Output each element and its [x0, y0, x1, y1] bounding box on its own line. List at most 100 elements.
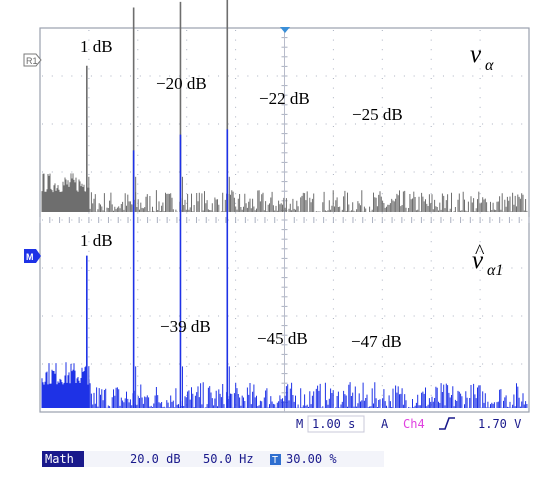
grid-dot — [42, 123, 43, 125]
grid-dot — [137, 385, 139, 387]
grid-dot — [137, 241, 139, 243]
grid-dot — [139, 267, 141, 269]
grid-dot — [186, 183, 188, 185]
grid-dot — [88, 126, 90, 127]
grid-dot — [71, 219, 73, 221]
grid-dot — [186, 394, 188, 396]
grid-dot — [139, 171, 141, 173]
grid-dot — [235, 260, 237, 262]
grid-dot — [315, 171, 317, 173]
grid-dot — [237, 75, 239, 77]
grid-dot — [479, 356, 481, 358]
grid-dot — [208, 267, 210, 269]
grid-dot — [137, 87, 139, 89]
grid-dot — [479, 231, 481, 233]
grid-dot — [235, 337, 237, 339]
grid-dot — [296, 315, 298, 317]
grid-dot — [71, 267, 73, 269]
grid-dot — [430, 337, 432, 339]
grid-dot — [88, 106, 90, 108]
grid-dot — [325, 267, 327, 269]
grid-dot — [306, 219, 308, 221]
grid-dot — [235, 106, 237, 108]
grid-dot — [137, 49, 139, 51]
math-badge[interactable] — [42, 451, 84, 467]
grid-dot — [88, 154, 90, 156]
grid-dot — [137, 231, 139, 233]
trigger-channel[interactable]: Ch4 — [403, 417, 425, 431]
grid-dot — [235, 135, 237, 137]
grid-dot — [394, 123, 396, 125]
grid-dot — [491, 315, 493, 317]
grid-dot — [413, 171, 415, 173]
math-marker[interactable]: M — [24, 249, 41, 263]
grid-dot — [403, 363, 405, 365]
grid-dot — [149, 267, 151, 269]
grid-dot — [430, 279, 432, 281]
math-horizontal-scale: 50.0 Hz — [203, 452, 254, 466]
grid-dot — [332, 279, 334, 281]
grid-dot — [472, 123, 474, 125]
grid-dot — [88, 308, 90, 310]
grid-dot — [257, 267, 259, 269]
grid-dot — [186, 260, 188, 262]
reference-r1-marker[interactable]: R1 — [23, 53, 42, 67]
grid-dot — [332, 78, 334, 79]
timebase-box[interactable] — [307, 415, 365, 433]
grid-dot — [394, 267, 396, 269]
grid-dot — [235, 231, 237, 233]
grid-dot — [137, 356, 139, 358]
grid-dot — [88, 145, 90, 147]
grid-dot — [235, 327, 237, 329]
grid-dot — [479, 174, 481, 175]
grid-dot — [296, 123, 298, 125]
grid-dot — [186, 241, 188, 243]
grid-dot — [479, 145, 481, 147]
grid-dot — [430, 356, 432, 358]
top-title-sub: α — [485, 57, 494, 74]
grid-dot — [137, 193, 139, 195]
grid-dot — [381, 39, 383, 41]
grid-dot — [81, 363, 83, 365]
grid-dot — [325, 219, 327, 221]
grid-dot — [235, 183, 237, 185]
grid-dot — [178, 219, 180, 221]
grid-dot — [178, 267, 180, 269]
grid-dot — [430, 318, 432, 319]
grid-dot — [71, 171, 73, 173]
grid-dot — [100, 267, 102, 269]
grid-dot — [88, 39, 90, 41]
grid-dot — [381, 97, 383, 99]
grid-dot — [137, 39, 139, 41]
grid-dot — [137, 154, 139, 156]
grid-dot — [381, 154, 383, 156]
grid-dot — [521, 171, 523, 173]
grid-dot — [479, 337, 481, 339]
grid-dot — [472, 75, 474, 77]
grid-dot — [235, 308, 237, 310]
grid-dot — [186, 58, 188, 60]
grid-dot — [186, 78, 188, 79]
grid-dot — [423, 219, 425, 221]
bottom-trace-title: ^ v α1 — [472, 241, 503, 279]
grid-dot — [430, 260, 432, 262]
grid-dot — [332, 327, 334, 329]
grid-dot — [511, 363, 513, 365]
grid-dot — [88, 116, 90, 118]
grid-dot — [88, 78, 90, 79]
grid-dot — [381, 30, 383, 31]
grid-dot — [442, 123, 444, 125]
grid-dot — [332, 260, 334, 262]
grid-dot — [266, 171, 268, 173]
grid-dot — [208, 123, 210, 125]
grid-dot — [381, 164, 383, 166]
grid-dot — [198, 75, 200, 77]
grid-dot — [423, 123, 425, 125]
grid-dot — [482, 75, 484, 77]
grid-dot — [472, 315, 474, 317]
noise-floor — [42, 190, 528, 212]
grid-dot — [137, 68, 139, 70]
grid-dot — [88, 260, 90, 262]
grid-dot — [423, 171, 425, 173]
reference-r1-label: R1 — [26, 56, 38, 66]
